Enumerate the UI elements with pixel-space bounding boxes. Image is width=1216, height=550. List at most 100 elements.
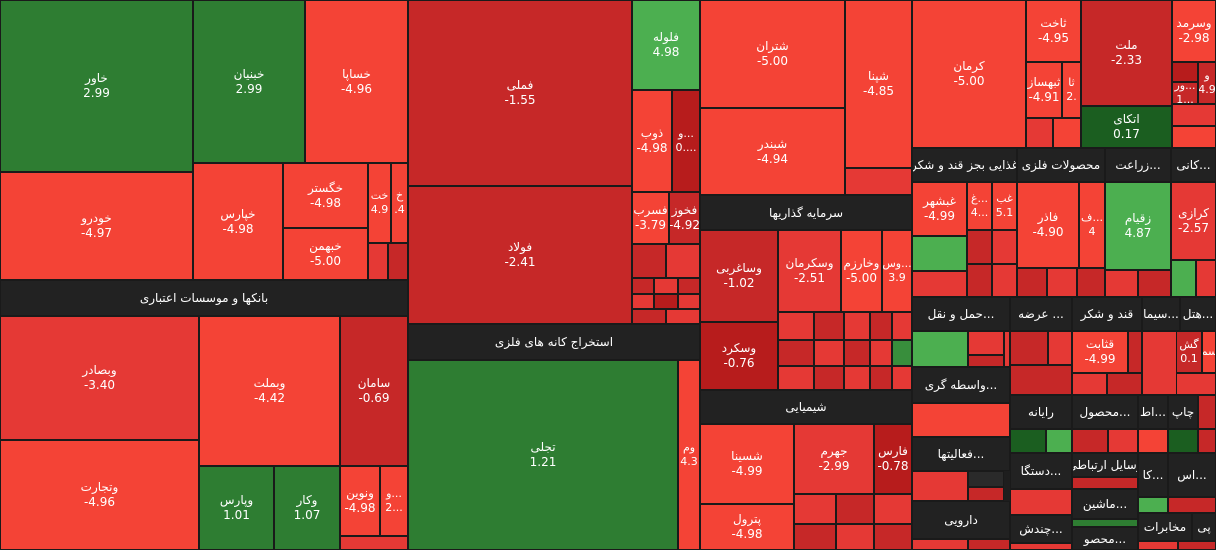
tile-small[interactable] (967, 264, 992, 297)
tile-vkar[interactable]: وکار 1.07 (274, 466, 340, 550)
tile-small[interactable] (1198, 429, 1216, 453)
tile-small[interactable] (388, 243, 408, 280)
tile-small[interactable] (968, 355, 1004, 367)
tile-vsaghrbi[interactable]: وساغربی -1.02 (700, 230, 778, 322)
tile-small[interactable] (654, 278, 678, 294)
tile-tajala[interactable]: تجلی 1.21 (408, 360, 678, 550)
tile-v0[interactable]: و... 0.... (672, 90, 700, 192)
tile-shapna[interactable]: شپنا -4.85 (845, 0, 912, 168)
tile-zaqiam[interactable]: زقیام 4.87 (1105, 182, 1171, 270)
tile-small[interactable] (836, 494, 874, 524)
tile-small[interactable] (1178, 541, 1216, 550)
tile-small[interactable] (1172, 104, 1216, 126)
tile-khodro[interactable]: خودرو -4.97 (0, 172, 193, 280)
tile-small[interactable] (870, 340, 892, 366)
tile-folouleh[interactable]: فلوله 4.98 (632, 0, 700, 90)
tile-kh[interactable]: خ .4 (391, 163, 408, 243)
tile-small[interactable] (814, 312, 844, 340)
tile-small[interactable] (1176, 373, 1216, 395)
tile-v2[interactable]: و... 2... (380, 466, 408, 536)
tile-small[interactable] (1108, 429, 1138, 453)
tile-khbahman[interactable]: خبهمن -5.00 (283, 228, 368, 280)
tile-khgostar[interactable]: خگستر -4.98 (283, 163, 368, 228)
tile-small[interactable] (794, 494, 836, 524)
tile-small[interactable] (1107, 373, 1142, 395)
tile-small[interactable] (1046, 429, 1072, 453)
tile-jahrom[interactable]: جهرم -2.99 (794, 424, 874, 494)
tile-shatran[interactable]: شتران -5.00 (700, 0, 845, 108)
tile-shesina[interactable]: شسینا -4.99 (700, 424, 794, 504)
tile-fader[interactable]: فاذر -4.90 (1017, 182, 1079, 268)
tile-small[interactable] (1198, 395, 1216, 429)
tile-small[interactable] (814, 366, 844, 390)
tile-kazari[interactable]: کرازی -2.57 (1171, 182, 1216, 260)
tile-small[interactable] (1138, 541, 1178, 550)
tile-vskerman[interactable]: وسکرمان -2.51 (778, 230, 841, 312)
tile-small[interactable] (1017, 268, 1047, 297)
tile-ghab[interactable]: غب 5.1 (992, 182, 1017, 230)
tile-small[interactable] (678, 278, 700, 294)
tile-small[interactable] (892, 312, 912, 340)
tile-small[interactable] (1168, 497, 1216, 513)
tile-small[interactable] (1010, 365, 1072, 395)
tile-ghshahr[interactable]: غبشهر -4.99 (912, 182, 967, 236)
tile-small[interactable] (992, 230, 1017, 264)
tile-qnasat[interactable]: قثابت -4.99 (1072, 331, 1128, 373)
tile-vsarmad[interactable]: وسرمد -2.98 (1172, 0, 1216, 62)
tile-khbahman-ny[interactable]: خبنیان 2.99 (193, 0, 305, 163)
tile-small[interactable] (1072, 477, 1138, 489)
tile-small[interactable] (632, 244, 666, 278)
tile-khavar[interactable]: خاور 2.99 (0, 0, 193, 172)
tile-melat[interactable]: ملت -2.33 (1081, 0, 1172, 106)
tile-small[interactable] (912, 236, 967, 271)
tile-small[interactable] (912, 471, 968, 501)
tile-small[interactable] (1010, 429, 1046, 453)
tile-small[interactable] (778, 366, 814, 390)
tile-vbsadr[interactable]: وبصادر -3.40 (0, 316, 199, 440)
tile-small[interactable] (844, 366, 870, 390)
tile-small[interactable] (1105, 270, 1138, 297)
tile-small[interactable] (632, 309, 666, 324)
tile-small[interactable] (1138, 429, 1168, 453)
tile-small[interactable] (1004, 331, 1010, 367)
tile-small[interactable] (1168, 429, 1198, 453)
tile-gh4[interactable]: غ... 4... (967, 182, 992, 230)
tile-small[interactable] (794, 524, 836, 550)
tile-petrol[interactable]: پترول -4.98 (700, 504, 794, 550)
tile-small[interactable] (1072, 373, 1107, 395)
tile-small[interactable] (678, 294, 700, 309)
tile-small[interactable] (632, 294, 654, 309)
tile-fars[interactable]: فارس -0.78 (874, 424, 912, 494)
tile-small[interactable] (870, 366, 892, 390)
tile-small[interactable] (1026, 118, 1053, 148)
tile-small[interactable] (992, 264, 1017, 297)
tile-small[interactable] (968, 471, 1004, 487)
tile-vskerd[interactable]: وسکرد -0.76 (700, 322, 778, 390)
tile-small[interactable] (870, 312, 892, 340)
tile-small[interactable] (814, 340, 844, 366)
tile-small[interactable] (1010, 543, 1072, 550)
tile-foolad[interactable]: فولاد -2.41 (408, 186, 632, 324)
tile-small[interactable] (1077, 268, 1105, 297)
tile-small[interactable] (1196, 260, 1216, 297)
tile-small[interactable] (1072, 519, 1138, 527)
tile-vpars[interactable]: وپارس 1.01 (199, 466, 274, 550)
tile-small[interactable] (968, 487, 1004, 501)
tile-small[interactable] (1138, 497, 1168, 513)
tile-small[interactable] (1172, 126, 1216, 148)
tile-small[interactable] (632, 278, 654, 294)
tile-vnovin[interactable]: ونوین -4.98 (340, 466, 380, 536)
tile-vtejarat[interactable]: وتجارت -4.96 (0, 440, 199, 550)
tile-gesh[interactable]: گش 0.1 (1176, 331, 1202, 373)
tile-vs39[interactable]: وس... 3.9 (882, 230, 912, 312)
tile-var[interactable]: ور... 1... (1172, 82, 1198, 104)
tile-small[interactable] (1128, 331, 1142, 373)
tile-fameli[interactable]: فملی -1.55 (408, 0, 632, 186)
tile-fesarb[interactable]: فسرب -3.79 (632, 192, 669, 244)
tile-small[interactable] (967, 230, 992, 264)
tile-small[interactable] (368, 243, 388, 280)
tile-small[interactable] (968, 331, 1004, 355)
tile-khat[interactable]: خت 4.9 (368, 163, 391, 243)
tile-small[interactable] (1142, 331, 1180, 395)
tile-small[interactable] (912, 271, 967, 297)
